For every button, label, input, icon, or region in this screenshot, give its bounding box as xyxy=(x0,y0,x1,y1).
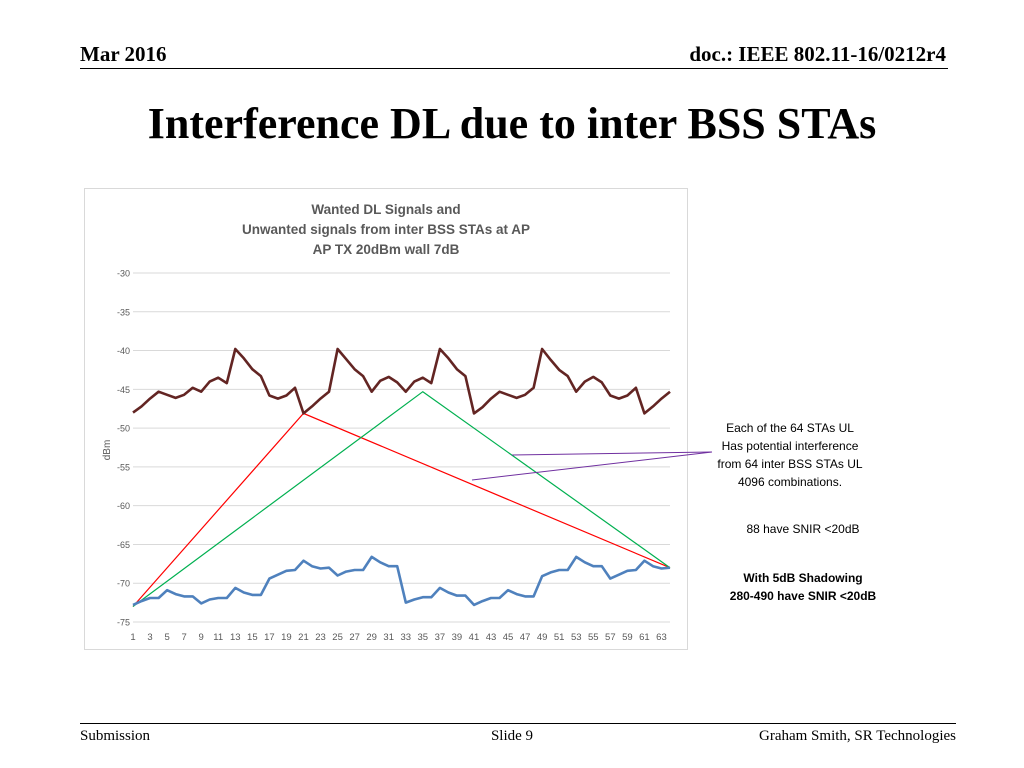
x-tick-label: 15 xyxy=(247,632,258,643)
x-tick-label: 31 xyxy=(383,632,394,643)
shadowing-note: With 5dB Shadowing 280-490 have SNIR <20… xyxy=(708,569,898,605)
x-tick-label: 63 xyxy=(656,632,667,643)
header-divider xyxy=(80,68,948,69)
y-tick-label: -75 xyxy=(117,618,130,628)
overlay-line xyxy=(132,390,671,607)
header-date: Mar 2016 xyxy=(80,42,167,66)
x-tick-label: 39 xyxy=(452,632,463,643)
x-tick-label: 45 xyxy=(503,632,514,643)
header-doc-id: doc.: IEEE 802.11-16/0212r4 xyxy=(689,42,946,66)
callout-pointer-upper xyxy=(511,451,713,456)
x-tick-label: 51 xyxy=(554,632,565,643)
chart-title-line: AP TX 20dBm wall 7dB xyxy=(313,242,460,257)
x-tick-label: 49 xyxy=(537,632,548,643)
y-tick-label: -55 xyxy=(117,462,130,472)
slide-title: Interference DL due to inter BSS STAs xyxy=(147,99,877,148)
x-tick-label: 19 xyxy=(281,632,292,643)
callout-line-2: Has potential interference xyxy=(721,439,859,453)
y-tick-label: -50 xyxy=(117,424,130,434)
chart-x-ticks: 1 3 5 7 9 11 13 15 17 19 21 23 25 27 29 31 33 35 37 39 41 43 4… xyxy=(130,632,666,643)
x-tick-label: 9 xyxy=(199,632,204,643)
y-tick-label: -30 xyxy=(117,269,130,279)
callout-combinations: Each of the 64 STAs UL Has potential int… xyxy=(700,419,880,491)
footer-slide-number: Slide 9 xyxy=(490,728,534,744)
x-tick-label: 55 xyxy=(588,632,599,643)
x-tick-label: 61 xyxy=(639,632,650,643)
x-tick-label: 59 xyxy=(622,632,633,643)
x-tick-label: 17 xyxy=(264,632,275,643)
shadowing-line-1: With 5dB Shadowing xyxy=(743,571,863,585)
series-line-wanted xyxy=(132,555,671,607)
footer-author: Graham Smith, SR Technologies xyxy=(759,728,956,744)
x-tick-label: 35 xyxy=(418,632,429,643)
y-tick-label: -70 xyxy=(117,579,130,589)
x-tick-label: 37 xyxy=(435,632,446,643)
chart-series xyxy=(132,347,671,607)
callout-line-4: 4096 combinations. xyxy=(737,475,843,489)
chart-overlay-lines xyxy=(132,390,671,607)
chart-y-ticks: -30 -35 -40 -45 -50 -55 -60 -65 -70 -75 xyxy=(117,269,130,628)
x-tick-label: 47 xyxy=(520,632,531,643)
x-tick-label: 41 xyxy=(469,632,480,643)
x-tick-label: 11 xyxy=(213,632,223,643)
chart-y-axis-label: dBm xyxy=(102,440,113,461)
x-tick-label: 23 xyxy=(315,632,326,643)
snir-note: 88 have SNIR <20dB xyxy=(746,522,860,536)
x-tick-label: 27 xyxy=(349,632,360,643)
chart-title-line: Unwanted signals from inter BSS STAs at … xyxy=(242,222,530,237)
shadowing-line-2: 280-490 have SNIR <20dB xyxy=(729,589,877,603)
x-tick-label: 53 xyxy=(571,632,582,643)
x-tick-label: 57 xyxy=(605,632,616,643)
y-tick-label: -35 xyxy=(117,307,130,317)
x-tick-label: 1 xyxy=(130,632,135,643)
chart-gridlines xyxy=(133,272,670,623)
x-tick-label: 7 xyxy=(181,632,186,643)
callout-line-1: Each of the 64 STAs UL xyxy=(726,421,854,435)
footer-submission: Submission xyxy=(80,728,151,744)
x-tick-label: 21 xyxy=(298,632,309,643)
footer-divider xyxy=(80,723,956,724)
x-tick-label: 5 xyxy=(164,632,169,643)
series-line-unwanted xyxy=(132,347,671,415)
y-tick-label: -65 xyxy=(117,540,130,550)
x-tick-label: 3 xyxy=(147,632,152,643)
callout-pointer-lower xyxy=(471,451,713,481)
x-tick-label: 13 xyxy=(230,632,241,643)
x-tick-label: 25 xyxy=(332,632,343,643)
chart-title-line: Wanted DL Signals and xyxy=(311,202,460,217)
chart-title: Wanted DL Signals and Unwanted signals fr… xyxy=(242,202,530,257)
callout-line-3: from 64 inter BSS STAs UL xyxy=(717,457,863,471)
y-tick-label: -40 xyxy=(117,346,130,356)
y-tick-label: -45 xyxy=(117,385,130,395)
y-tick-label: -60 xyxy=(117,501,130,511)
x-tick-label: 29 xyxy=(366,632,377,643)
x-tick-label: 43 xyxy=(486,632,497,643)
x-tick-label: 33 xyxy=(400,632,411,643)
callout-pointer-lines xyxy=(471,451,713,481)
